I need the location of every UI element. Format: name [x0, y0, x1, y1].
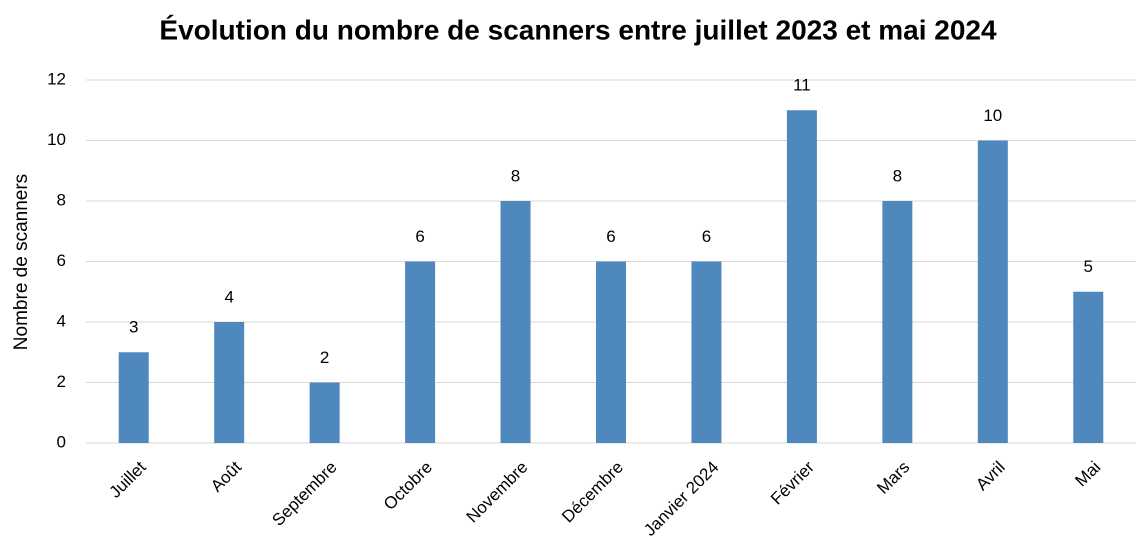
chart-title: Évolution du nombre de scanners entre ju…: [159, 14, 997, 45]
data-label: 11: [793, 76, 811, 95]
x-tick-label: Août: [207, 457, 245, 495]
y-tick-label: 8: [57, 190, 66, 209]
bar: [118, 352, 149, 443]
x-tick-label: Mars: [873, 458, 913, 498]
bar: [405, 261, 436, 443]
data-label: 8: [893, 166, 902, 185]
bar: [1073, 291, 1104, 443]
x-tick-label: Avril: [972, 458, 1009, 495]
y-axis-label: Nombre de scanners: [11, 174, 32, 350]
y-tick-label: 4: [57, 311, 66, 330]
x-tick-label: Octobre: [380, 458, 436, 514]
data-label: 6: [606, 227, 615, 246]
data-label: 2: [320, 348, 329, 367]
data-label: 6: [702, 227, 711, 246]
bar: [977, 140, 1008, 443]
data-label: 10: [983, 106, 1002, 125]
y-tick-label: 12: [47, 69, 66, 88]
data-label: 3: [129, 318, 138, 337]
x-tick-label: Septembre: [268, 458, 340, 530]
bar: [309, 382, 340, 443]
bar: [500, 201, 531, 443]
x-tick-label: Février: [767, 457, 818, 508]
data-label: 4: [224, 287, 233, 306]
data-label: 5: [1084, 257, 1093, 276]
bar: [691, 261, 722, 443]
x-tick-label: Décembre: [558, 458, 627, 527]
data-label: 8: [511, 166, 520, 185]
bar: [882, 201, 913, 443]
y-tick-label: 6: [57, 251, 66, 270]
data-label: 6: [415, 227, 424, 246]
bar: [786, 110, 817, 443]
x-tick-label: Mai: [1071, 458, 1104, 491]
x-tick-label: Novembre: [463, 458, 532, 527]
x-tick-label: Janvier 2024: [640, 458, 722, 540]
x-tick-label: Juillet: [106, 457, 150, 501]
bar: [214, 322, 245, 443]
bar: [596, 261, 626, 443]
y-tick-label: 10: [47, 130, 66, 149]
y-tick-label: 2: [57, 372, 66, 391]
y-tick-label: 0: [57, 432, 66, 451]
